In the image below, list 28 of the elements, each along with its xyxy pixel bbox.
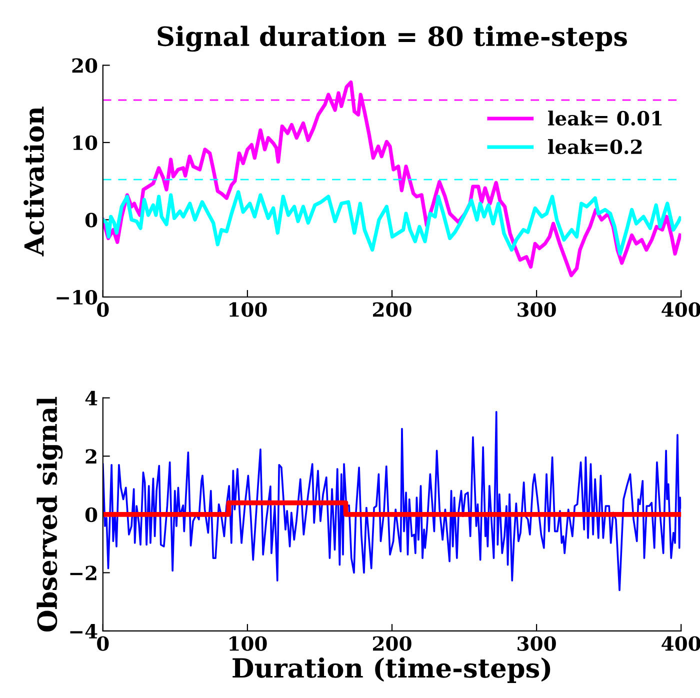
line-series bbox=[102, 80, 682, 278]
y-tick-label: 10 bbox=[73, 135, 98, 150]
x-tick-label: 400 bbox=[662, 302, 700, 317]
y-tick-label: 0 bbox=[85, 212, 98, 228]
chart-title: Signal duration = 80 time-steps bbox=[158, 26, 627, 52]
y-tick-label: 0 bbox=[85, 507, 98, 522]
x-tick-label: 300 bbox=[518, 302, 556, 317]
x-tick-label: 200 bbox=[373, 636, 412, 651]
y-tick-label: −4 bbox=[70, 624, 98, 638]
x-tick-label: 400 bbox=[662, 636, 700, 651]
x-axis-title: Duration (time-steps) bbox=[232, 657, 550, 683]
x-tick-label: 0 bbox=[97, 302, 109, 317]
y-tick-label: −2 bbox=[70, 566, 96, 580]
legend-label: leak=0.2 bbox=[548, 139, 642, 154]
y-axis-title: Observed signal bbox=[36, 396, 63, 632]
y-axis-title: Activation bbox=[24, 106, 44, 256]
x-tick-label: 0 bbox=[97, 636, 109, 651]
x-tick-label: 100 bbox=[230, 636, 267, 651]
y-tick-label: 4 bbox=[85, 390, 98, 406]
y-tick-label: −10 bbox=[56, 290, 98, 305]
legend-label: leak= 0.01 bbox=[548, 110, 662, 126]
x-tick-label: 300 bbox=[518, 636, 556, 651]
y-tick-label: 2 bbox=[86, 449, 96, 464]
x-tick-label: 100 bbox=[230, 302, 267, 317]
line-series bbox=[102, 410, 682, 592]
line-series bbox=[102, 190, 682, 256]
y-tick-label: 20 bbox=[72, 58, 98, 73]
x-tick-label: 200 bbox=[373, 302, 412, 317]
